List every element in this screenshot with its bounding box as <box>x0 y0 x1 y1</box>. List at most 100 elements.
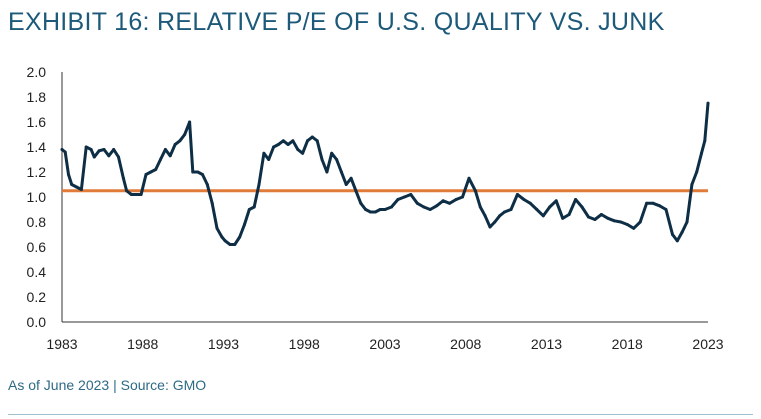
data-point <box>267 158 271 161</box>
data-point <box>402 195 406 199</box>
data-point <box>541 214 545 218</box>
data-point <box>75 185 78 189</box>
data-point <box>134 193 138 196</box>
data-point <box>183 133 187 136</box>
source-note: As of June 2023 | Source: GMO <box>8 377 207 393</box>
data-point <box>428 208 432 211</box>
data-point <box>67 173 70 176</box>
data-point <box>223 239 227 243</box>
y-tick-label: 0.6 <box>27 239 47 255</box>
data-point <box>168 154 172 158</box>
data-point <box>129 193 133 196</box>
data-point <box>467 176 471 180</box>
data-point <box>196 170 200 174</box>
data-point <box>509 208 513 211</box>
data-point <box>238 235 242 239</box>
data-point <box>409 193 413 196</box>
data-point <box>690 183 694 186</box>
data-point <box>149 170 153 174</box>
data-point <box>97 149 101 153</box>
footer-divider <box>8 414 753 415</box>
data-point <box>276 143 280 146</box>
y-tick-label: 0.2 <box>27 289 47 305</box>
data-point <box>488 225 492 229</box>
data-point <box>706 101 710 105</box>
data-point <box>664 208 668 211</box>
data-point <box>461 195 464 199</box>
x-tick-label: 2018 <box>612 336 643 352</box>
data-point <box>247 208 251 211</box>
data-point <box>107 154 111 158</box>
data-point <box>515 193 519 196</box>
data-point <box>483 214 487 218</box>
data-point <box>159 158 162 161</box>
data-point <box>63 150 67 154</box>
data-point <box>554 199 558 203</box>
data-point <box>339 170 343 174</box>
data-point <box>117 155 120 159</box>
y-tick-label: 1.8 <box>27 89 47 105</box>
x-tick-labels: 1983 1988 1993 1998 2003 2008 2013 2018 2023 <box>46 336 723 352</box>
data-point <box>60 148 64 151</box>
data-point <box>188 120 192 124</box>
data-point <box>685 220 689 224</box>
data-point <box>645 201 649 205</box>
data-point <box>415 201 419 205</box>
x-tick-label: 2013 <box>531 336 562 352</box>
data-point <box>396 198 400 201</box>
x-tick-label: 2008 <box>450 336 481 352</box>
y-tick-label: 1.2 <box>27 164 47 180</box>
data-point <box>102 148 106 151</box>
data-point <box>390 205 393 209</box>
data-point <box>528 201 532 205</box>
data-point <box>364 208 368 211</box>
chart-title: EXHIBIT 16: RELATIVE P/E OF U.S. QUALITY… <box>8 8 665 36</box>
data-point <box>680 230 684 234</box>
data-point <box>272 145 276 149</box>
data-point <box>70 183 74 186</box>
data-point <box>262 151 266 155</box>
y-tick-label: 0.8 <box>27 214 47 230</box>
data-point <box>493 220 497 224</box>
data-point <box>112 148 116 151</box>
data-point <box>574 198 578 201</box>
y-tick-label: 1.4 <box>27 139 47 155</box>
data-point <box>301 151 305 155</box>
data-point <box>178 139 182 143</box>
y-tick-labels: 0.0 0.2 0.4 0.6 0.8 1.0 1.2 1.4 1.6 1.8 2.0 <box>27 64 47 330</box>
data-point <box>144 173 148 176</box>
data-point <box>121 176 125 180</box>
data-point <box>619 220 623 224</box>
data-point <box>191 170 195 174</box>
data-point <box>675 239 679 243</box>
data-point <box>163 148 167 151</box>
x-tick-label: 1988 <box>127 336 158 352</box>
data-point <box>612 219 616 223</box>
data-point <box>335 158 339 161</box>
y-tick-label: 0.0 <box>27 314 47 330</box>
data-point <box>354 189 358 193</box>
data-point <box>632 226 636 230</box>
data-point <box>210 201 214 205</box>
data-point <box>561 216 565 220</box>
data-point <box>580 205 584 209</box>
data-point <box>330 151 334 155</box>
data-point <box>306 139 309 143</box>
data-point <box>201 173 204 176</box>
data-point <box>435 204 439 208</box>
data-point <box>658 204 662 208</box>
x-tick-label: 2023 <box>692 336 723 352</box>
data-point <box>220 235 224 239</box>
data-point <box>139 193 143 196</box>
data-point <box>422 205 426 209</box>
data-point <box>286 143 290 146</box>
data-point <box>173 143 177 146</box>
data-point <box>215 226 219 230</box>
data-point <box>383 208 387 211</box>
data-point <box>606 216 610 220</box>
data-point <box>638 220 642 224</box>
x-tick-label: 1998 <box>289 336 320 352</box>
data-point <box>703 139 707 143</box>
data-point <box>291 139 295 143</box>
data-point <box>243 223 246 226</box>
